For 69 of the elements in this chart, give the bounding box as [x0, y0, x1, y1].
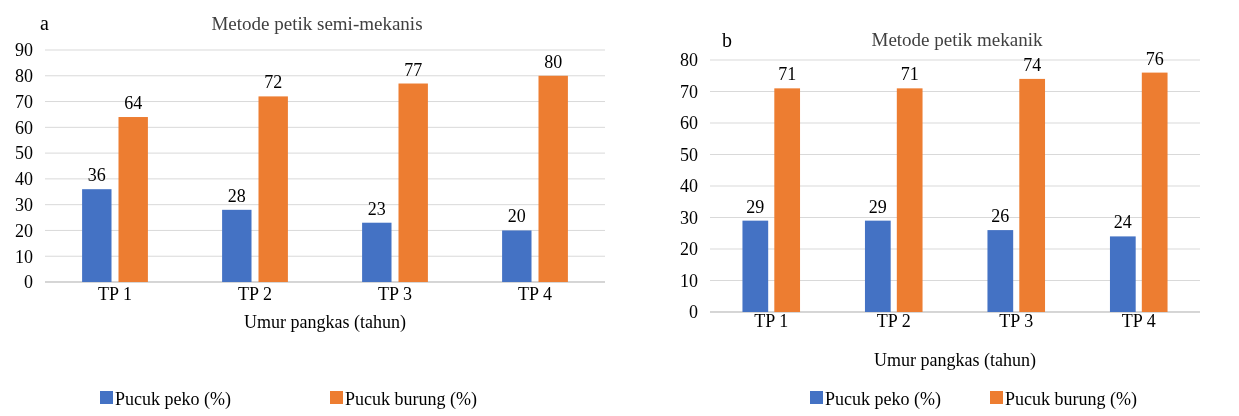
data-label: 28	[227, 185, 246, 206]
bar	[896, 88, 923, 312]
y-tick-label: 70	[680, 81, 698, 102]
x-axis-title: Umur pangkas (tahun)	[874, 350, 1036, 371]
y-tick-label: 10	[15, 246, 33, 267]
data-label: 29	[868, 196, 887, 217]
data-label: 80	[544, 51, 563, 72]
data-label: 72	[264, 72, 283, 93]
bar	[118, 117, 148, 282]
bar	[398, 83, 428, 282]
data-label: 71	[778, 64, 797, 85]
bar	[258, 96, 288, 282]
bar	[222, 209, 252, 282]
x-tick-label: TP 1	[754, 311, 789, 331]
y-tick-label: 20	[680, 239, 698, 260]
bar	[987, 230, 1014, 312]
data-label: 29	[746, 196, 765, 217]
x-tick-label: TP 3	[999, 311, 1034, 331]
text: b	[722, 29, 732, 51]
x-tick-label: TP 3	[378, 284, 412, 304]
data-label: 36	[87, 165, 106, 186]
bar	[774, 88, 801, 312]
y-tick-label: 30	[680, 207, 698, 228]
x-tick-label: TP 1	[98, 284, 132, 304]
data-label: 26	[991, 206, 1010, 227]
bar	[502, 230, 532, 282]
chart-title: Metode petik semi-mekanis	[211, 13, 423, 34]
data-label: 20	[507, 206, 526, 227]
x-tick-label: TP 4	[1121, 311, 1156, 331]
bar	[538, 75, 568, 282]
y-tick-label: 40	[15, 169, 33, 190]
y-tick-label: 60	[680, 113, 698, 134]
y-tick-label: 10	[680, 270, 698, 291]
data-label: 24	[1113, 212, 1132, 233]
bar	[1109, 236, 1136, 312]
bar	[864, 220, 891, 312]
x-axis-title: Umur pangkas (tahun)	[244, 312, 406, 333]
x-tick-label: TP 4	[518, 284, 552, 304]
y-tick-label: 20	[15, 220, 33, 241]
y-tick-label: 70	[15, 91, 33, 112]
y-tick-label: 0	[24, 272, 33, 293]
data-label: 23	[367, 198, 386, 219]
y-tick-label: 30	[15, 194, 33, 215]
y-tick-label: 80	[680, 50, 698, 71]
bar	[82, 189, 112, 282]
bar	[742, 220, 769, 312]
y-tick-label: 60	[15, 117, 33, 138]
y-tick-label: 40	[680, 176, 698, 197]
chart-title: Metode petik mekanik	[871, 29, 1043, 50]
x-tick-label: TP 2	[238, 284, 272, 304]
data-label: 64	[124, 93, 143, 114]
y-tick-label: 0	[689, 302, 698, 323]
y-tick-label: 50	[680, 144, 698, 165]
data-label: 77	[404, 59, 423, 80]
legend-label: Pucuk burung (%)	[345, 389, 477, 410]
legend-label: Pucuk peko (%)	[825, 389, 941, 410]
legend-label: Pucuk peko (%)	[115, 389, 231, 410]
bar	[1019, 78, 1046, 312]
x-tick-label: TP 2	[876, 311, 911, 331]
legend-label: Pucuk burung (%)	[1005, 389, 1137, 410]
data-label: 71	[900, 64, 919, 85]
data-label: 74	[1023, 54, 1042, 75]
bar	[362, 222, 392, 282]
text: a	[40, 12, 49, 34]
y-tick-label: 90	[15, 40, 33, 61]
bar	[1141, 72, 1168, 312]
y-tick-label: 80	[15, 66, 33, 87]
data-label: 76	[1145, 48, 1164, 69]
y-tick-label: 50	[15, 143, 33, 164]
